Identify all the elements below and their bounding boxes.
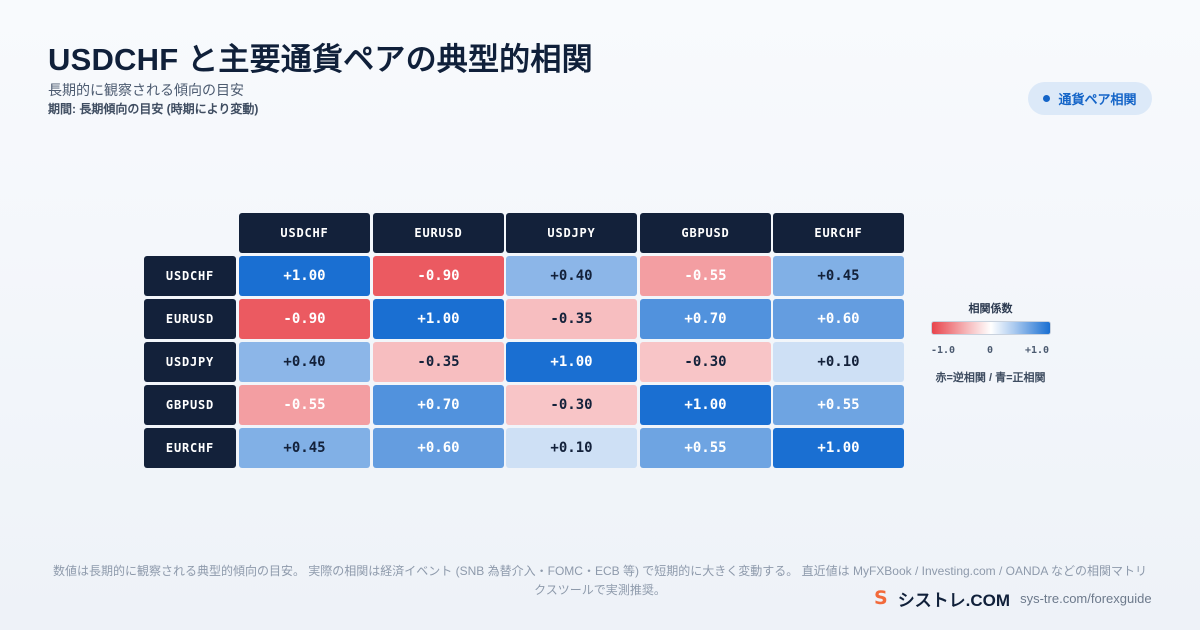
brand[interactable]: S シストレ.COM sys-tre.com/forexguide: [874, 586, 1152, 610]
heatmap-cell: +0.70: [373, 385, 504, 425]
page-subtitle: 長期的に観察される傾向の目安: [48, 82, 244, 98]
heatmap-cell: +1.00: [773, 428, 904, 468]
heatmap-cell: +0.60: [373, 428, 504, 468]
category-badge: 通貨ペア相関: [1028, 82, 1152, 115]
heatmap-cell: +1.00: [640, 385, 771, 425]
heatmap-cell: +0.45: [773, 256, 904, 296]
period-note: 期間: 長期傾向の目安 (時期により変動): [48, 102, 259, 116]
heatmap-cell: +0.10: [506, 428, 637, 468]
column-header-eurusd: EURUSD: [373, 213, 504, 253]
heatmap-cell: +1.00: [239, 256, 370, 296]
heatmap-cell: +0.40: [239, 342, 370, 382]
category-badge-label: 通貨ペア相関: [1058, 92, 1137, 107]
legend-color-bar: [931, 321, 1051, 335]
column-header-usdchf: USDCHF: [239, 213, 370, 253]
heatmap-cell: -0.55: [640, 256, 771, 296]
heatmap-cell: +0.10: [773, 342, 904, 382]
heatmap-cell: +1.00: [373, 299, 504, 339]
column-header-gbpusd: GBPUSD: [640, 213, 771, 253]
heatmap-cell: +0.60: [773, 299, 904, 339]
heatmap-cell: -0.90: [239, 299, 370, 339]
heatmap-cell: -0.90: [373, 256, 504, 296]
column-header-usdjpy: USDJPY: [506, 213, 637, 253]
row-header-gbpusd: GBPUSD: [144, 385, 236, 425]
heatmap-cell: +0.55: [640, 428, 771, 468]
brand-url[interactable]: sys-tre.com/forexguide: [1020, 590, 1152, 606]
legend-note: 赤=逆相関 / 青=正相関: [935, 372, 1046, 384]
heatmap-cell: -0.30: [640, 342, 771, 382]
row-header-eurchf: EURCHF: [144, 428, 236, 468]
heatmap-cell: -0.55: [239, 385, 370, 425]
heatmap-cell: +1.00: [506, 342, 637, 382]
legend-max-label: +1.0: [1025, 345, 1050, 356]
legend-min-label: -1.0: [931, 345, 956, 356]
row-header-usdjpy: USDJPY: [144, 342, 236, 382]
heatmap-cell: -0.35: [506, 299, 637, 339]
dot-icon: [1043, 95, 1051, 102]
heatmap-cell: +0.45: [239, 428, 370, 468]
brand-logo-icon: S: [874, 587, 888, 609]
footnote: 数値は長期的に観察される典型的傾向の目安。 実際の相関は経済イベント (SNB …: [52, 564, 1148, 597]
legend-title: 相関係数: [968, 303, 1013, 315]
legend-mid-label: 0: [987, 345, 994, 356]
row-header-eurusd: EURUSD: [144, 299, 236, 339]
heatmap-cell: +0.55: [773, 385, 904, 425]
heatmap-cell: -0.35: [373, 342, 504, 382]
page-title: USDCHF と主要通貨ペアの典型的相関: [48, 42, 593, 77]
column-header-eurchf: EURCHF: [773, 213, 904, 253]
brand-name: シストレ.COM: [897, 590, 1011, 610]
heatmap-cell: +0.40: [506, 256, 637, 296]
row-header-usdchf: USDCHF: [144, 256, 236, 296]
heatmap-cell: +0.70: [640, 299, 771, 339]
heatmap-cell: -0.30: [506, 385, 637, 425]
